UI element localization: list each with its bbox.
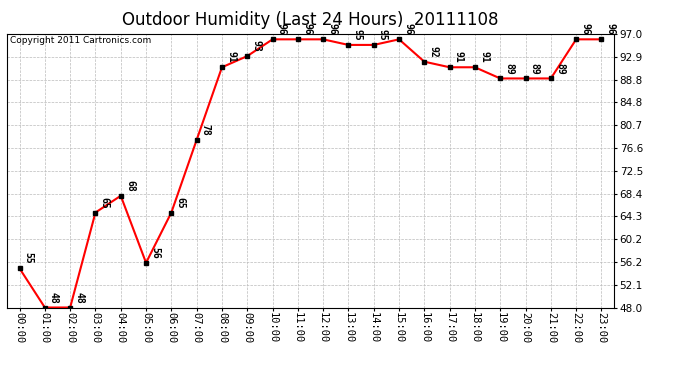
- Text: 91: 91: [226, 51, 236, 63]
- Text: 96: 96: [403, 23, 413, 35]
- Text: 48: 48: [75, 292, 84, 303]
- Text: 96: 96: [327, 23, 337, 35]
- Text: 91: 91: [479, 51, 489, 63]
- Text: Copyright 2011 Cartronics.com: Copyright 2011 Cartronics.com: [10, 36, 151, 45]
- Text: 65: 65: [99, 196, 110, 208]
- Text: 96: 96: [580, 23, 591, 35]
- Text: 48: 48: [49, 292, 59, 303]
- Text: 89: 89: [504, 63, 515, 74]
- Text: 56: 56: [150, 247, 160, 259]
- Text: 65: 65: [175, 196, 186, 208]
- Text: 89: 89: [530, 63, 540, 74]
- Text: 96: 96: [277, 23, 287, 35]
- Text: 89: 89: [555, 63, 565, 74]
- Text: 95: 95: [378, 29, 388, 41]
- Text: 91: 91: [454, 51, 464, 63]
- Text: 96: 96: [606, 23, 615, 35]
- Text: 92: 92: [428, 46, 439, 57]
- Text: 55: 55: [23, 252, 34, 264]
- Text: 78: 78: [201, 124, 211, 136]
- Text: 96: 96: [302, 23, 312, 35]
- Text: 95: 95: [353, 29, 363, 41]
- Text: 68: 68: [125, 180, 135, 192]
- Text: Outdoor Humidity (Last 24 Hours)  20111108: Outdoor Humidity (Last 24 Hours) 2011110…: [122, 11, 499, 29]
- Text: 93: 93: [251, 40, 262, 52]
